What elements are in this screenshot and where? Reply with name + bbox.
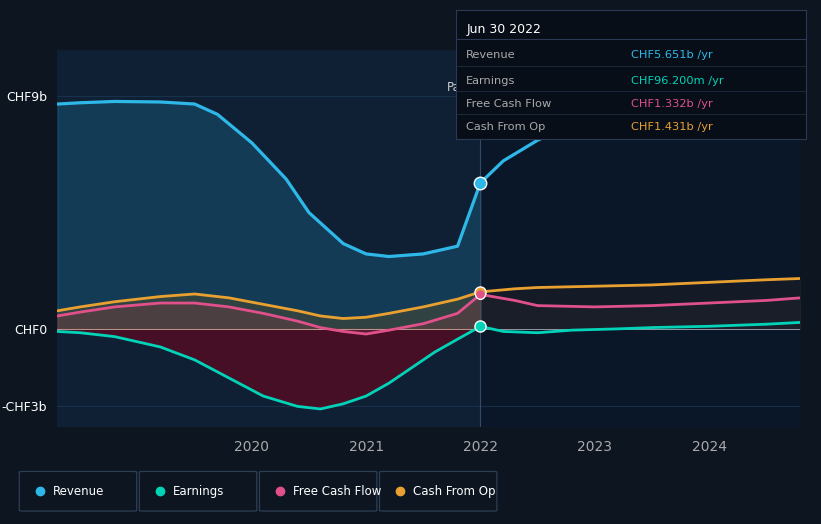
Text: Revenue: Revenue bbox=[53, 485, 103, 498]
Text: Earnings: Earnings bbox=[466, 76, 516, 86]
Text: Past: Past bbox=[447, 81, 471, 94]
Bar bbox=[480, 50, 800, 427]
Text: CHF1.332b /yr: CHF1.332b /yr bbox=[631, 99, 713, 109]
Text: CHF96.200m /yr: CHF96.200m /yr bbox=[631, 76, 723, 86]
Text: Free Cash Flow: Free Cash Flow bbox=[466, 99, 552, 109]
Text: Cash From Op: Cash From Op bbox=[466, 122, 545, 132]
Text: CHF1.431b /yr: CHF1.431b /yr bbox=[631, 122, 713, 132]
Text: Earnings: Earnings bbox=[172, 485, 224, 498]
Text: Cash From Op: Cash From Op bbox=[413, 485, 495, 498]
Text: Free Cash Flow: Free Cash Flow bbox=[292, 485, 381, 498]
Text: Analysts Forecasts: Analysts Forecasts bbox=[494, 81, 604, 94]
Bar bbox=[57, 50, 480, 427]
Text: CHF5.651b /yr: CHF5.651b /yr bbox=[631, 50, 713, 60]
Text: Jun 30 2022: Jun 30 2022 bbox=[466, 23, 541, 36]
Text: Revenue: Revenue bbox=[466, 50, 516, 60]
